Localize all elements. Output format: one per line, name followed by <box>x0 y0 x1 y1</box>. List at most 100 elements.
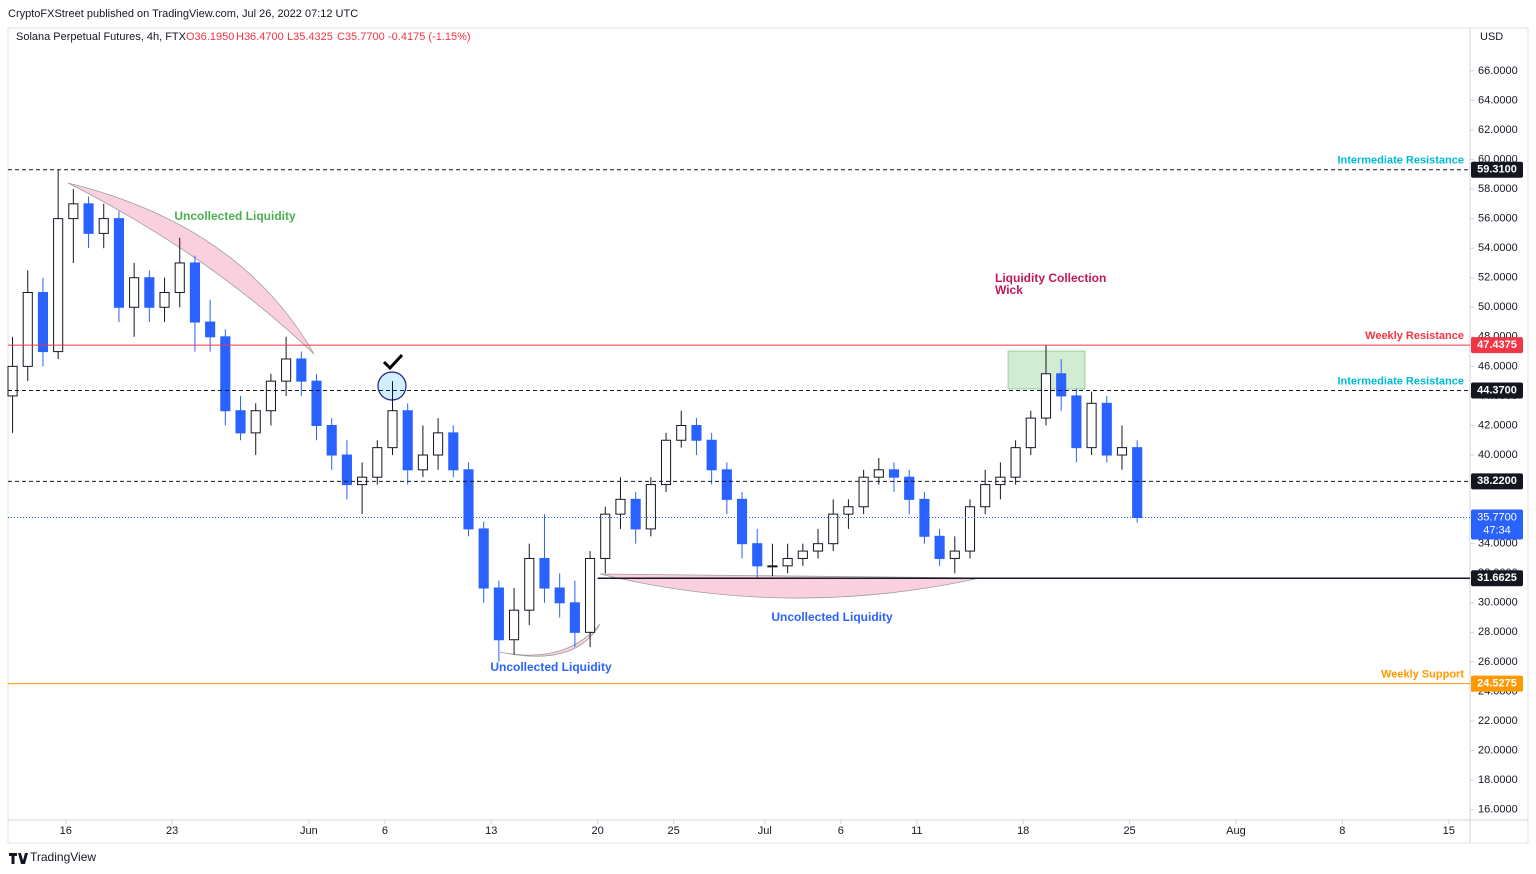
candle-body <box>858 476 869 508</box>
candle-body <box>372 447 383 478</box>
currency: USD <box>1480 31 1503 43</box>
level-name: Intermediate Resistance <box>1337 375 1464 387</box>
candle-body <box>22 291 33 367</box>
legend-high: H36.4700 <box>236 31 284 43</box>
countdown: 47:34 <box>1483 524 1511 536</box>
candle-body <box>1101 402 1112 456</box>
candle-body <box>83 203 94 234</box>
y-tick-label: 64.0000 <box>1478 94 1518 106</box>
x-tick-label: 16 <box>60 825 72 837</box>
x-tick-label: 23 <box>166 825 178 837</box>
price-tag <box>1471 473 1523 490</box>
byline: CryptoFXStreet published on TradingView.… <box>8 8 358 20</box>
candle-body <box>585 557 596 633</box>
annotation: Uncollected Liquidity <box>771 610 893 624</box>
price-tag-label: 35.7700 <box>1477 511 1517 523</box>
candle-body <box>828 513 839 545</box>
x-tick-label: 18 <box>1017 825 1029 837</box>
annotation: Uncollected Liquidity <box>490 660 612 674</box>
candle-body <box>98 218 109 234</box>
candle-body <box>250 410 261 434</box>
annotation: Liquidity Collection <box>995 271 1106 285</box>
candle-body <box>433 432 444 456</box>
candle-body <box>752 543 763 567</box>
x-tick-label: Jul <box>758 825 772 837</box>
x-tick-label: 25 <box>668 825 680 837</box>
candle-body <box>660 439 672 486</box>
candle-body <box>53 218 64 353</box>
price-tag <box>1471 161 1523 178</box>
candle-body <box>448 432 459 471</box>
brand: TradingView <box>30 850 96 864</box>
annotation: Uncollected Liquidity <box>174 209 296 223</box>
candle-body <box>645 484 656 530</box>
x-tick-label: 6 <box>838 825 844 837</box>
candle-body <box>736 498 748 545</box>
x-tick-label: 11 <box>911 825 922 837</box>
candle-body <box>539 557 550 589</box>
liquidity-arc <box>67 182 315 355</box>
candle-body <box>1132 447 1143 519</box>
y-tick-label: 66.0000 <box>1478 65 1518 77</box>
level-name: Intermediate Resistance <box>1337 155 1464 167</box>
candle-body <box>524 557 535 611</box>
price-tag-label: 47.4375 <box>1477 339 1517 351</box>
candle-body <box>615 498 626 515</box>
candle-body <box>919 498 930 537</box>
x-tick-label: 13 <box>485 825 497 837</box>
x-tick-label: Aug <box>1226 825 1246 837</box>
candle-body <box>934 535 945 559</box>
candle-body <box>113 218 125 308</box>
x-tick-label: 25 <box>1123 825 1135 837</box>
x-tick-label: 6 <box>382 825 388 837</box>
y-tick-label: 52.0000 <box>1478 272 1518 284</box>
candle-body <box>144 277 155 308</box>
candle-body <box>676 424 687 441</box>
candle-body <box>949 550 960 559</box>
y-tick-label: 62.0000 <box>1478 124 1518 136</box>
price-tag-label: 38.2200 <box>1477 475 1517 487</box>
candle-body <box>873 469 884 478</box>
y-tick-label: 16.0000 <box>1478 804 1518 816</box>
x-tick-label: Jun <box>300 825 318 837</box>
plot <box>7 169 1143 662</box>
y-tick-label: 20.0000 <box>1478 744 1518 756</box>
candle-body <box>265 380 276 412</box>
candle-body <box>706 439 717 471</box>
candle-body <box>767 565 778 568</box>
candle-body <box>326 424 337 456</box>
candle-body <box>493 587 504 641</box>
candle-body <box>387 410 398 449</box>
candle-body <box>600 513 611 559</box>
price-tag-label: 59.3100 <box>1477 164 1517 176</box>
candle-body <box>691 424 702 441</box>
candle-body <box>463 469 474 530</box>
liquidity-arc <box>599 573 981 599</box>
liquidity-arc <box>499 623 601 657</box>
candle-body <box>812 543 824 552</box>
legend-low: L35.4325 <box>287 31 333 43</box>
candle-body <box>478 528 489 589</box>
candle-body <box>402 410 413 471</box>
candle-body <box>797 550 808 559</box>
candle-body <box>888 469 900 478</box>
legend-open: O36.1950 <box>186 31 234 43</box>
y-tick-label: 56.0000 <box>1478 213 1518 225</box>
candle-body <box>1040 373 1052 419</box>
brand-logo <box>9 853 28 864</box>
candle-body <box>205 321 216 338</box>
level-name: Weekly Resistance <box>1365 330 1464 342</box>
price-tag-label: 24.5275 <box>1477 678 1517 690</box>
price-tag <box>1471 570 1523 587</box>
price-tag-label: 31.6625 <box>1477 572 1517 584</box>
symbol: Solana Perpetual Futures, 4h, FTX <box>16 31 187 43</box>
y-tick-label: 18.0000 <box>1478 774 1518 786</box>
candle-body <box>904 476 915 500</box>
candle-body <box>964 506 976 552</box>
candle-body <box>1086 402 1097 449</box>
candle-body <box>721 469 732 500</box>
candle-body <box>174 262 185 293</box>
candle-body <box>281 358 292 382</box>
chart-frame <box>7 27 1529 844</box>
y-tick-label: 42.0000 <box>1478 419 1518 431</box>
